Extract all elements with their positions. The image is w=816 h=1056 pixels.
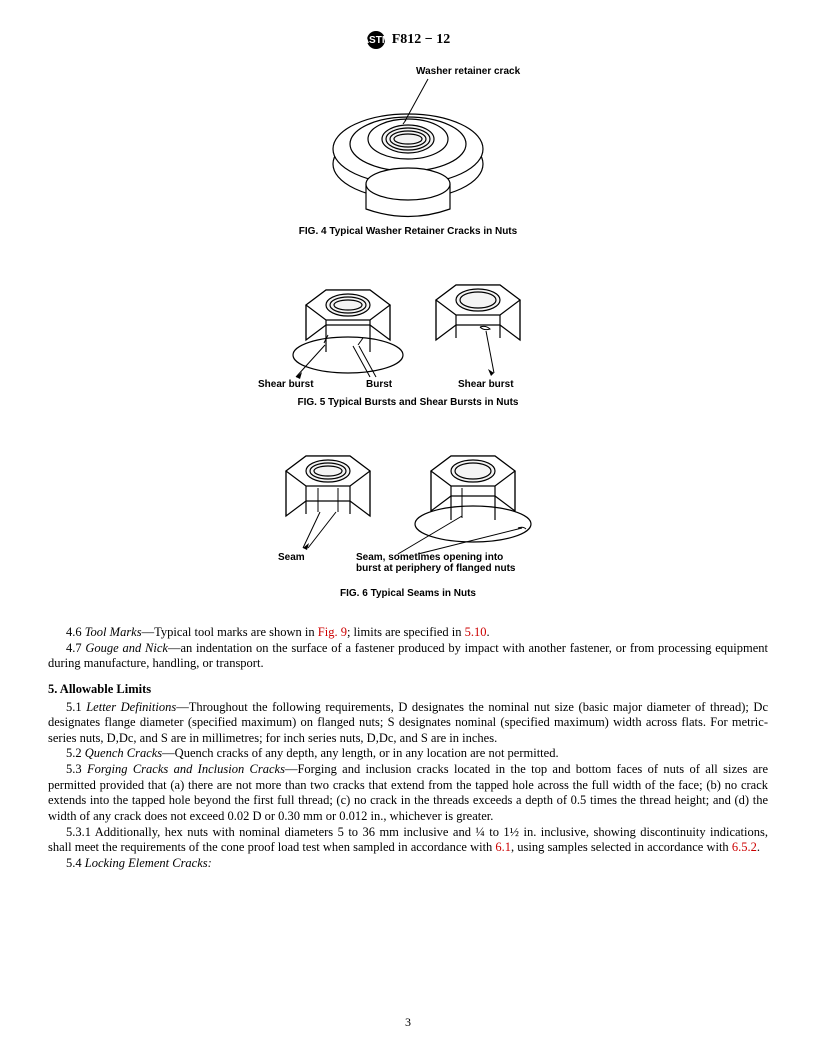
label-4.6: 4.6 (66, 625, 85, 639)
fig5-annot-m: Burst (366, 379, 393, 390)
label-4.7: 4.7 (66, 641, 85, 655)
section-5-title: 5. Allowable Limits (48, 682, 768, 698)
runin-5.4: Locking Element Cracks: (85, 856, 212, 870)
page-header: ASTM F812 − 12 (48, 30, 768, 50)
runin-4.7: Gouge and Nick (85, 641, 168, 655)
fig6-annot-open2: burst at periphery of flanged nuts (356, 563, 516, 574)
t531b: , using samples selected in accordance w… (511, 840, 732, 854)
figure-4-caption: FIG. 4 Typical Washer Retainer Cracks in… (48, 226, 768, 237)
astm-logo-icon: ASTM (366, 30, 386, 50)
label-5.3.1: 5.3.1 (66, 825, 95, 839)
runin-5.3: Forging Cracks and Inclusion Cracks (87, 762, 285, 776)
label-5.3: 5.3 (66, 762, 87, 776)
figure-5: Shear burst Burst Shear burst FIG. 5 Typ… (48, 245, 768, 408)
runin-4.6: Tool Marks (85, 625, 142, 639)
link-6.1[interactable]: 6.1 (495, 840, 511, 854)
para-5.3: 5.3 Forging Cracks and Inclusion Cracks—… (48, 762, 768, 825)
label-5.4: 5.4 (66, 856, 85, 870)
figure-5-svg: Shear burst Burst Shear burst (258, 245, 558, 395)
runin-5.2: Quench Cracks (85, 746, 162, 760)
figure-6-caption: FIG. 6 Typical Seams in Nuts (48, 588, 768, 599)
figure-6: Seam Seam, sometimes opening into burst … (48, 416, 768, 599)
designation: F812 − 12 (392, 32, 451, 48)
fig5-annot-r: Shear burst (458, 379, 514, 390)
page-number: 3 (0, 1015, 816, 1030)
svg-text:ASTM: ASTM (366, 35, 386, 46)
label-5.2: 5.2 (66, 746, 85, 760)
link-5.10[interactable]: 5.10 (465, 625, 487, 639)
figure-6-svg: Seam Seam, sometimes opening into burst … (248, 416, 568, 586)
figure-5-caption: FIG. 5 Typical Bursts and Shear Bursts i… (48, 397, 768, 408)
t46b: ; limits are specified in (347, 625, 465, 639)
t46c: . (487, 625, 490, 639)
figure-4: Washer retainer crack FIG. 4 Typical Was… (48, 54, 768, 237)
para-5.4: 5.4 Locking Element Cracks: (48, 856, 768, 872)
link-6.5.2[interactable]: 6.5.2 (732, 840, 757, 854)
t52: —Quench cracks of any depth, any length,… (162, 746, 558, 760)
figure-4-svg: Washer retainer crack (288, 54, 528, 224)
t531c: . (757, 840, 760, 854)
label-5.1: 5.1 (66, 700, 86, 714)
runin-5.1: Letter Definitions (86, 700, 176, 714)
para-4.7: 4.7 Gouge and Nick—an indentation on the… (48, 641, 768, 672)
fig5-annot-l: Shear burst (258, 379, 314, 390)
fig6-annot-seam: Seam (278, 552, 305, 563)
para-4.6: 4.6 Tool Marks—Typical tool marks are sh… (48, 625, 768, 641)
fig6-annot-open1: Seam, sometimes opening into (356, 552, 503, 563)
link-fig9[interactable]: Fig. 9 (318, 625, 347, 639)
para-5.2: 5.2 Quench Cracks—Quench cracks of any d… (48, 746, 768, 762)
fig4-annot: Washer retainer crack (416, 66, 521, 77)
para-5.3.1: 5.3.1 Additionally, hex nuts with nomina… (48, 825, 768, 856)
t46a: —Typical tool marks are shown in (142, 625, 318, 639)
body-text: 4.6 Tool Marks—Typical tool marks are sh… (48, 625, 768, 871)
para-5.1: 5.1 Letter Definitions—Throughout the fo… (48, 700, 768, 747)
